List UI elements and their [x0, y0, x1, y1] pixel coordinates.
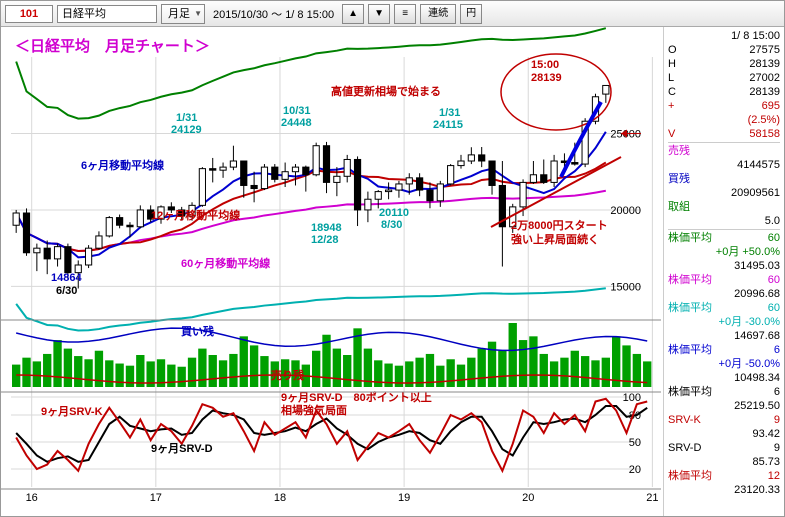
annotation: 14864	[51, 272, 82, 284]
val-l: 27002	[749, 71, 780, 85]
svg-text:相場強気局面: 相場強気局面	[281, 403, 347, 417]
chart-svg: 150002000025000161718192021買い残売り残2050801…	[1, 27, 663, 517]
period-select[interactable]: 月足	[161, 4, 205, 24]
annotation: 12ヶ月移動平均線	[151, 207, 240, 223]
val-h: 28139	[749, 57, 780, 71]
stock-name[interactable]: 日経平均	[57, 5, 157, 23]
annotation: 強い上昇局面続く	[511, 231, 599, 247]
yen-button[interactable]: 円	[460, 4, 482, 24]
annotation: 高値更新相場で始まる	[331, 83, 441, 99]
stock-code[interactable]: 101	[5, 5, 53, 23]
annotation: 1/31	[439, 107, 460, 119]
annotation: 18948	[311, 222, 342, 234]
kaizan-label: 買残	[668, 172, 690, 186]
side-panel: 1/ 8 15:00 O 27575 H 28139 L 27002 C 28139 +…	[664, 27, 784, 516]
urizan-label: 売残	[668, 144, 690, 158]
annotation: 12/28	[311, 234, 339, 246]
svg-text:20: 20	[522, 492, 534, 504]
chart-area: ＜日経平均 月足チャート＞ 15000200002500016171819202…	[1, 27, 664, 516]
annotation: 60ヶ月移動平均線	[181, 255, 270, 271]
svg-text:19: 19	[398, 492, 410, 504]
val-o: 27575	[749, 43, 780, 57]
main: ＜日経平均 月足チャート＞ 15000200002500016171819202…	[1, 27, 784, 516]
svg-text:15000: 15000	[610, 281, 641, 293]
val-c: 28139	[749, 85, 780, 99]
label-l: L	[668, 71, 674, 85]
toolbar: 101 日経平均 月足 2015/10/30 ～ 1/ 8 15:00 ▲ ▼ …	[1, 1, 784, 27]
up-button[interactable]: ▲	[342, 4, 364, 24]
label-h: H	[668, 57, 676, 71]
app-window: 101 日経平均 月足 2015/10/30 ～ 1/ 8 15:00 ▲ ▼ …	[0, 0, 785, 517]
continuous-button[interactable]: 連続	[420, 4, 456, 24]
svg-text:17: 17	[150, 492, 162, 504]
annotation: 15:00	[531, 59, 559, 71]
date-from: 2015/10/30	[213, 9, 268, 21]
date-range: 2015/10/30 ～ 1/ 8 15:00	[209, 6, 338, 22]
svg-text:売り残: 売り残	[271, 368, 304, 382]
annotation: 6/30	[56, 285, 77, 297]
date-to: 1/ 8 15:00	[285, 9, 334, 21]
tori-label: 取組	[668, 200, 690, 214]
label-o: O	[668, 43, 677, 57]
label-chg: +	[668, 99, 674, 113]
annotation: 20110	[379, 207, 409, 219]
annotation: 24115	[433, 119, 463, 131]
annotation: 28139	[531, 72, 562, 84]
ohlc-datetime: 1/ 8 15:00	[731, 29, 780, 43]
annotation: 10/31	[283, 105, 311, 117]
annotation: 6ヶ月移動平均線	[81, 157, 164, 173]
val-chg: 695	[762, 99, 780, 113]
svg-text:18: 18	[274, 492, 286, 504]
svg-text:9ヶ月SRV-D: 9ヶ月SRV-D	[151, 442, 213, 455]
svg-text:買い残: 買い残	[181, 324, 214, 338]
list-button[interactable]: ≡	[394, 4, 416, 24]
kaizan-val: 20909561	[731, 186, 780, 200]
down-button[interactable]: ▼	[368, 4, 390, 24]
svg-text:16: 16	[26, 492, 38, 504]
annotation: 8/30	[381, 219, 402, 231]
annotation: 24129	[171, 124, 202, 136]
svg-text:50: 50	[629, 437, 641, 449]
tori-val: 5.0	[765, 214, 780, 228]
svg-text:20: 20	[629, 464, 641, 476]
label-v: V	[668, 127, 675, 141]
urizan-val: 4144575	[737, 158, 780, 172]
svg-text:9ヶ月SRV-K: 9ヶ月SRV-K	[41, 405, 103, 418]
svg-text:20000: 20000	[610, 205, 641, 217]
svg-text:21: 21	[646, 492, 658, 504]
label-c: C	[668, 85, 676, 99]
annotation: 1/31	[176, 112, 197, 124]
val-v: 58158	[749, 127, 780, 141]
annotation: 24448	[281, 117, 312, 129]
svg-text:100: 100	[623, 392, 641, 404]
val-chgpct: (2.5%)	[748, 113, 780, 127]
